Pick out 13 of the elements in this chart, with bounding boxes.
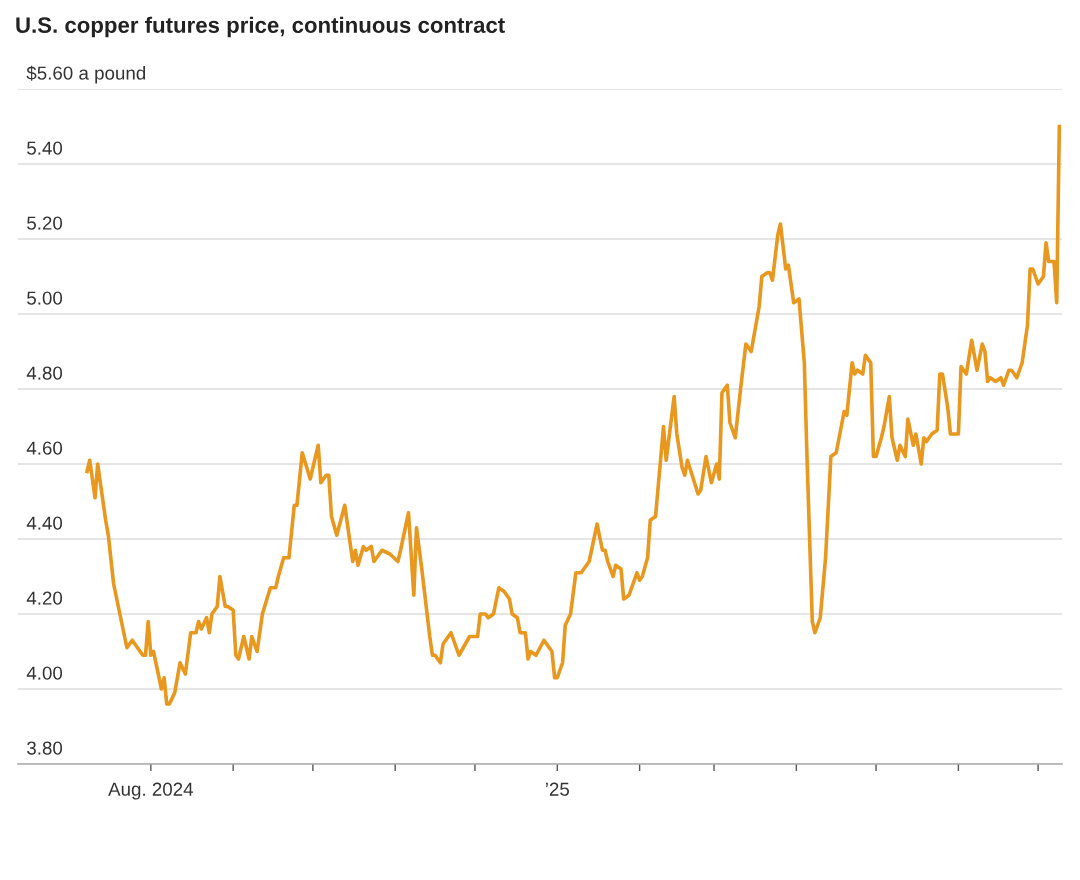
y-tick-label: 4.40 bbox=[26, 516, 63, 530]
y-tick-label: 5.20 bbox=[27, 216, 63, 230]
x-tick-label: ’25 bbox=[545, 782, 569, 796]
y-tick-label: $5.60 a pound bbox=[26, 65, 146, 84]
y-tick-label: 5.00 bbox=[27, 291, 63, 305]
chart-title: U.S. copper futures price, continuous contract bbox=[16, 16, 505, 38]
y-tick-label: 4.00 bbox=[26, 666, 63, 680]
y-tick-label: 4.60 bbox=[26, 441, 63, 455]
y-tick-label: 4.80 bbox=[26, 366, 63, 380]
y-tick-label: 4.20 bbox=[26, 591, 63, 605]
y-tick-label: 3.80 bbox=[27, 741, 63, 755]
x-tick-label: Aug. 2024 bbox=[108, 782, 194, 800]
y-tick-label: 5.40 bbox=[27, 141, 63, 155]
